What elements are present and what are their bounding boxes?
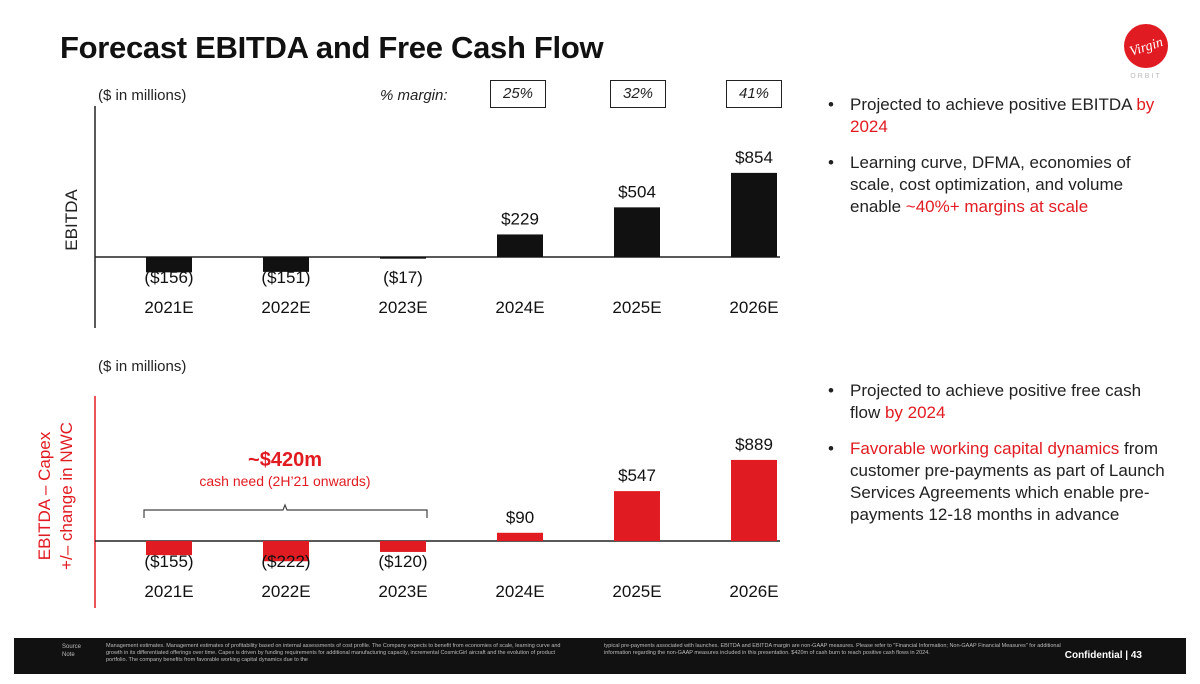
cash-need-value: ~$420m	[248, 449, 322, 471]
fcf-data-label-2024E: $90	[506, 508, 534, 527]
ebitda-bar-2026E	[731, 172, 777, 257]
ebitda-data-label-2023E: ($17)	[383, 268, 423, 287]
ebitda-bar-2023E	[380, 257, 426, 259]
fcf-data-label-2021E: ($155)	[144, 552, 193, 571]
fcf-data-label-2022E: ($222)	[261, 552, 310, 571]
fcf-data-label-2026E: $889	[735, 435, 773, 454]
ebitda-bullet-2: • Learning curve, DFMA, economies of sca…	[826, 152, 1166, 218]
fcf-bullet-2: • Favorable working capital dynamics fro…	[826, 438, 1166, 526]
ebitda-data-label-2026E: $854	[735, 148, 773, 167]
ebitda-bar-2024E	[497, 234, 543, 257]
fcf-chart: EBITDA – Capex +/– change in NWC ~$420m …	[35, 396, 780, 608]
cash-need-text: cash need (2H’21 onwards)	[199, 473, 370, 489]
fcf-data-label-2023E: ($120)	[378, 552, 427, 571]
ebitda-y-axis-label: EBITDA	[62, 189, 81, 251]
bullet-highlight: ~40%+ margins at scale	[905, 197, 1089, 216]
logo-subtext: ORBIT	[1130, 73, 1161, 80]
fcf-x-tick-2025E: 2025E	[612, 582, 661, 601]
cash-need-bracket	[143, 503, 428, 518]
ebitda-bullet-1: • Projected to achieve positive EBITDA b…	[826, 94, 1166, 138]
footer-confidential: Confidential | 43	[1064, 650, 1142, 661]
virgin-logo: Virgin ORBIT	[1124, 24, 1168, 80]
ebitda-x-tick-2024E: 2024E	[495, 298, 544, 317]
bullet-highlight: Favorable working capital dynamics	[850, 439, 1120, 458]
fcf-bar-2021E	[146, 541, 192, 556]
bullet-dot: •	[828, 95, 834, 114]
fcf-bar-2025E	[614, 491, 660, 541]
fcf-units-label: ($ in millions)	[98, 358, 187, 375]
fcf-x-tick-2023E: 2023E	[378, 582, 427, 601]
ebitda-x-tick-2025E: 2025E	[612, 298, 661, 317]
fcf-x-tick-2024E: 2024E	[495, 582, 544, 601]
ebitda-data-label-2024E: $229	[501, 209, 539, 228]
footer-bar: Source Note Management estimates. Manage…	[14, 638, 1186, 674]
ebitda-data-label-2021E: ($156)	[144, 268, 193, 287]
fcf-bullet-1: • Projected to achieve positive free cas…	[826, 380, 1166, 424]
footer-note-left: Management estimates. Management estimat…	[106, 643, 561, 663]
footer-source-label: Source Note	[62, 644, 82, 658]
ebitda-x-tick-2026E: 2026E	[729, 298, 778, 317]
margin-label: % margin:	[380, 87, 448, 104]
bullet-text: from customer pre-payments as part of La…	[850, 439, 1165, 524]
fcf-data-label-2025E: $547	[618, 466, 656, 485]
fcf-bar-2023E	[380, 541, 426, 552]
page-title: Forecast EBITDA and Free Cash Flow	[60, 30, 604, 65]
bullet-text: Projected to achieve positive EBITDA	[850, 95, 1137, 114]
margin-box-2024: 25%	[490, 80, 546, 108]
ebitda-x-tick-2022E: 2022E	[261, 298, 310, 317]
fcf-bar-2026E	[731, 459, 777, 541]
margin-box-2026: 41%	[726, 80, 782, 108]
fcf-x-tick-2021E: 2021E	[144, 582, 193, 601]
ebitda-units-label: ($ in millions)	[98, 87, 187, 104]
bullet-dot: •	[828, 153, 834, 172]
fcf-x-tick-2026E: 2026E	[729, 582, 778, 601]
footer-note-right: typical pre-payments associated with lau…	[604, 643, 1061, 656]
ebitda-data-label-2022E: ($151)	[261, 268, 310, 287]
bullet-dot: •	[828, 439, 834, 458]
ebitda-bar-2022E	[263, 257, 309, 272]
bullet-text: Projected to achieve positive free cash …	[850, 381, 1142, 422]
ebitda-chart: EBITDA ($156) 2021E ($151) 2022E ($17) 2023E $…	[62, 106, 780, 328]
ebitda-x-tick-2021E: 2021E	[144, 298, 193, 317]
ebitda-x-tick-2023E: 2023E	[378, 298, 427, 317]
fcf-bullets: • Projected to achieve positive free cas…	[826, 380, 1166, 540]
ebitda-data-label-2025E: $504	[618, 182, 656, 201]
fcf-bar-2022E	[263, 541, 309, 562]
margin-box-2025: 32%	[610, 80, 666, 108]
bullet-highlight: by 2024	[850, 95, 1155, 136]
fcf-x-tick-2022E: 2022E	[261, 582, 310, 601]
ebitda-bullets: • Projected to achieve positive EBITDA b…	[826, 94, 1166, 232]
bullet-dot: •	[828, 381, 834, 400]
fcf-bar-2024E	[497, 532, 543, 541]
fcf-y-axis-label-line2: +/– change in NWC	[57, 422, 76, 570]
fcf-y-axis-label-line1: EBITDA – Capex	[35, 431, 54, 560]
ebitda-bar-2021E	[146, 257, 192, 273]
bullet-highlight: by 2024	[884, 403, 946, 422]
bullet-text: Learning curve, DFMA, economies of scale…	[850, 153, 1131, 216]
ebitda-bar-2025E	[614, 207, 660, 257]
